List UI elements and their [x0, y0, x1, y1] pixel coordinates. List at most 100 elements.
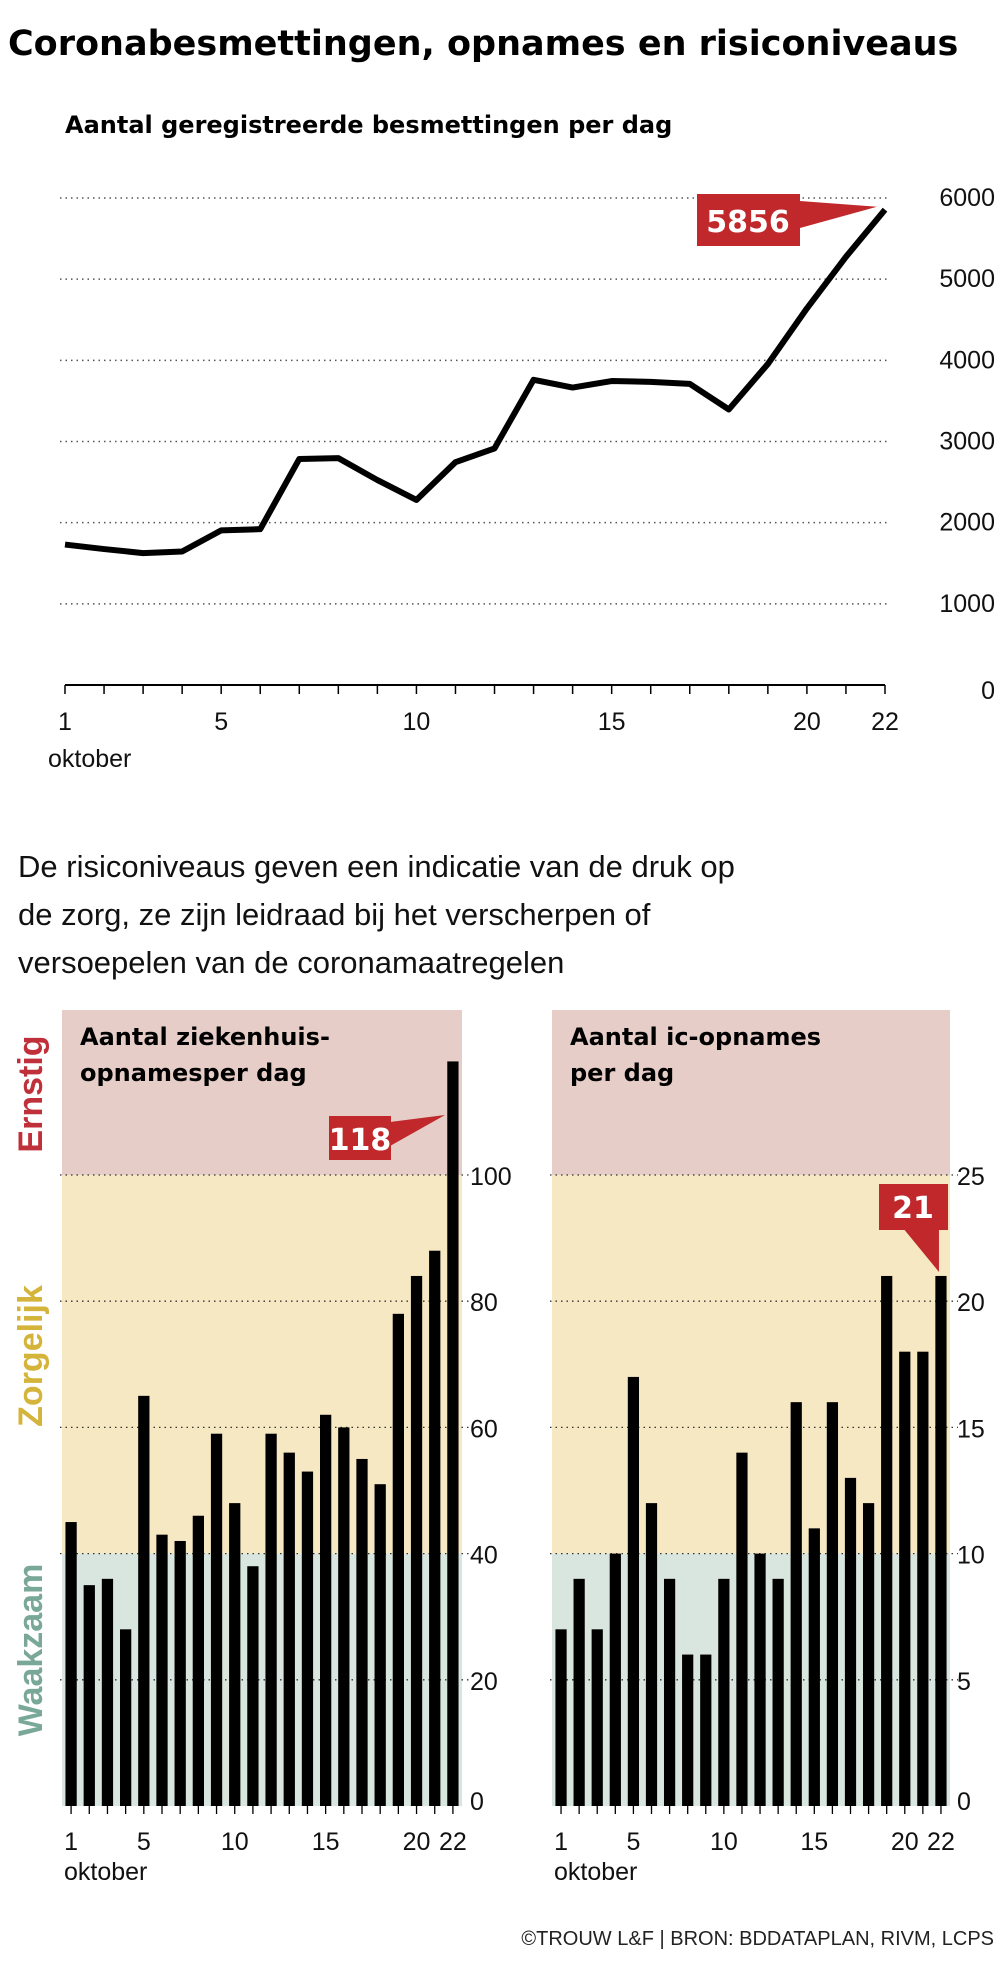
x-tick-label: 20 — [403, 1828, 431, 1856]
x-tick-label: 5 — [137, 1828, 151, 1856]
x-tick-label: 20 — [891, 1828, 919, 1856]
bar — [283, 1452, 295, 1806]
level-label-waakzaam: Waakzaam — [12, 1564, 50, 1737]
panel-title: Aantal ic-opnames — [570, 1023, 821, 1051]
x-tick-label: 22 — [439, 1828, 467, 1856]
bar — [410, 1275, 423, 1806]
y-tick-label: 4000 — [939, 346, 995, 374]
bar — [83, 1585, 95, 1806]
bar — [917, 1351, 929, 1806]
bar — [320, 1414, 332, 1806]
bar — [899, 1351, 911, 1806]
x-tick-label: 5 — [214, 708, 228, 736]
x-tick-label: 15 — [800, 1828, 828, 1856]
level-label-zorgelijk: Zorgelijk — [12, 1285, 50, 1427]
bar — [663, 1578, 676, 1806]
callout-pointer — [902, 1228, 939, 1272]
x-tick-label: 1 — [554, 1828, 568, 1856]
y-tick-label: 10 — [957, 1542, 985, 1570]
bar — [591, 1629, 603, 1806]
x-tick-label: 5 — [626, 1828, 640, 1856]
y-tick-label: 80 — [470, 1289, 498, 1317]
description-line: versoepelen van de coronamaatregelen — [18, 945, 564, 980]
y-tick-label: 0 — [981, 677, 995, 705]
bar — [826, 1402, 839, 1806]
callout-box — [879, 1184, 948, 1230]
bar — [862, 1503, 875, 1806]
bar — [192, 1515, 204, 1806]
bar — [447, 1061, 459, 1806]
x-tick-label: 20 — [793, 708, 821, 736]
x-tick-label: 10 — [221, 1828, 249, 1856]
callout-box — [329, 1116, 391, 1160]
callout-value: 21 — [892, 1191, 934, 1226]
y-tick-label: 40 — [470, 1542, 498, 1570]
y-tick-label: 1000 — [939, 590, 995, 618]
bar — [265, 1433, 277, 1806]
bar — [609, 1553, 621, 1806]
bar — [881, 1275, 893, 1806]
line-chart-title: Aantal geregistreerde besmettingen per d… — [65, 111, 672, 139]
bar — [101, 1578, 114, 1806]
bar — [645, 1503, 658, 1806]
bar — [247, 1566, 259, 1806]
bar — [736, 1452, 748, 1806]
bar — [374, 1484, 386, 1806]
x-sublabel: oktober — [554, 1858, 637, 1886]
panel-title: Aantal ziekenhuis- — [80, 1023, 330, 1051]
footer-credit: ©TROUW L&F | BRON: BDDATAPLAN, RIVM, LCP… — [521, 1928, 994, 1950]
bar — [682, 1654, 694, 1806]
band-ernstig — [552, 1010, 950, 1175]
bar — [844, 1477, 857, 1806]
panel-title: opnamesper dag — [80, 1059, 307, 1087]
callout-box — [697, 194, 800, 246]
y-tick-label: 5000 — [939, 265, 995, 293]
bar — [210, 1433, 223, 1806]
x-tick-label: 10 — [710, 1828, 738, 1856]
bar — [700, 1654, 712, 1806]
y-tick-label: 20 — [957, 1289, 985, 1317]
x-tick-label: 10 — [403, 708, 431, 736]
bar — [573, 1578, 585, 1806]
bar — [138, 1395, 150, 1806]
x-tick-label: 15 — [312, 1828, 340, 1856]
bar — [65, 1522, 77, 1806]
x-tick-label: 1 — [58, 708, 72, 736]
bar — [808, 1528, 820, 1806]
y-tick-label: 2000 — [939, 509, 995, 537]
bar — [120, 1629, 132, 1806]
level-label-ernstig: Ernstig — [12, 1035, 50, 1152]
description-line: de zorg, ze zijn leidraad bij het versch… — [18, 897, 651, 932]
bar — [338, 1427, 350, 1806]
bar — [174, 1540, 186, 1806]
bar — [156, 1534, 168, 1806]
bar — [356, 1458, 368, 1806]
y-tick-label: 5 — [957, 1668, 971, 1696]
bar — [935, 1275, 947, 1806]
bar — [429, 1250, 441, 1806]
panel-title: per dag — [570, 1059, 674, 1087]
y-tick-label: 25 — [957, 1163, 985, 1191]
bar — [555, 1629, 567, 1806]
bar — [392, 1313, 404, 1806]
y-tick-label: 6000 — [939, 184, 995, 212]
callout-value: 118 — [329, 1123, 392, 1158]
bar — [229, 1503, 241, 1806]
y-tick-label: 20 — [470, 1668, 498, 1696]
y-tick-label: 15 — [957, 1415, 985, 1443]
infections-line — [64, 207, 888, 557]
description-line: De risiconiveaus geven een indicatie van… — [18, 849, 735, 884]
x-tick-label: 22 — [871, 708, 899, 736]
x-sublabel: oktober — [64, 1858, 147, 1886]
bar — [772, 1578, 784, 1806]
y-tick-label: 60 — [470, 1415, 498, 1443]
y-tick-label: 100 — [470, 1163, 512, 1191]
bar — [754, 1553, 766, 1806]
x-sublabel: oktober — [48, 745, 131, 773]
band-ernstig — [62, 1010, 462, 1175]
y-tick-label: 0 — [957, 1788, 971, 1816]
